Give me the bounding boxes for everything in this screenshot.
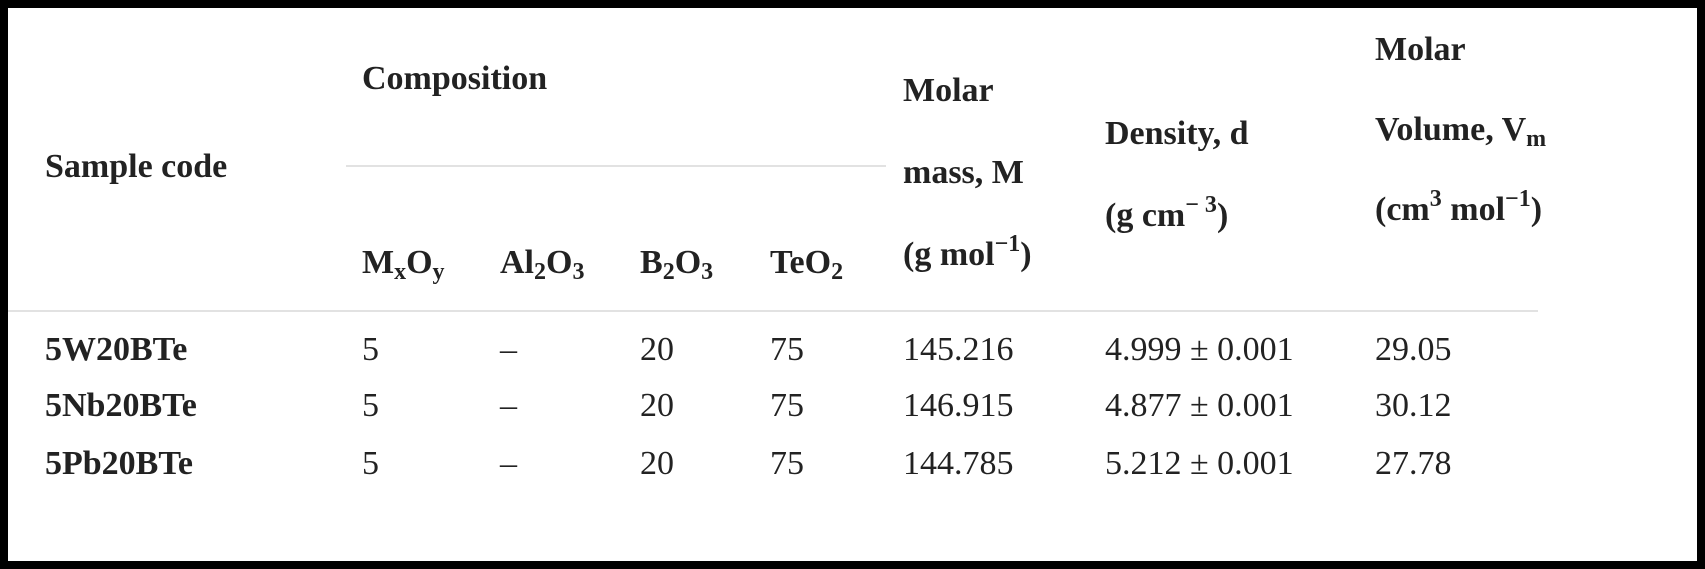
table-cell: 30.12	[1375, 387, 1452, 424]
table-cell: 4.999 ± 0.001	[1105, 331, 1294, 368]
text: Molar mass, M	[903, 72, 1024, 191]
header-molar-volume: Molar Volume, Vm (cm3 mol−1)	[1375, 10, 1550, 250]
subscript: 3	[701, 259, 714, 285]
text: M	[362, 244, 395, 281]
text: Molar Volume, V	[1375, 31, 1527, 148]
header-component: Al2O3	[500, 244, 585, 285]
header-composition: Composition	[362, 60, 548, 97]
header-component: MxOy	[362, 244, 445, 285]
table-cell: 75	[770, 445, 804, 482]
subscript: m	[1526, 126, 1547, 152]
table-cell: 5.212 ± 0.001	[1105, 445, 1294, 482]
subscript: 2	[534, 259, 546, 285]
text: TeO	[770, 244, 832, 281]
header-component: B2O3	[640, 244, 714, 285]
text: )	[1530, 191, 1543, 228]
header-component: TeO2	[770, 244, 844, 285]
table-cell: –	[500, 331, 517, 368]
subscript: y	[432, 259, 445, 285]
table-cell: 5	[362, 331, 379, 368]
text: )	[1020, 236, 1032, 273]
header-rule	[346, 165, 886, 167]
text: O	[674, 244, 702, 281]
table-cell: 75	[770, 387, 804, 424]
table-cell: 75	[770, 331, 804, 368]
table-cell: 144.785	[903, 445, 1014, 482]
superscript: −1	[1505, 186, 1531, 212]
superscript: −1	[994, 231, 1021, 257]
row-sample-code: 5Nb20BTe	[45, 387, 197, 424]
header-sample-code: Sample code	[45, 148, 228, 185]
text: )	[1216, 197, 1229, 234]
text: Density, d	[1105, 115, 1249, 152]
header-density: Density, d (g cm− 3)	[1105, 93, 1249, 257]
table-cell: 20	[640, 331, 674, 368]
table-cell: 27.78	[1375, 445, 1452, 482]
text: (g cm	[1105, 197, 1186, 234]
header-molar-mass: Molar mass, M (g mol−1)	[903, 50, 1078, 296]
text: mol	[1441, 191, 1506, 228]
table-cell: 29.05	[1375, 331, 1452, 368]
table-cell: –	[500, 445, 517, 482]
text: (g mol	[903, 236, 995, 273]
header-bottom-rule	[8, 310, 1538, 312]
text: B	[640, 244, 663, 281]
subscript: 2	[662, 259, 675, 285]
text: O	[546, 244, 573, 281]
subscript: 2	[831, 259, 844, 285]
row-sample-code: 5Pb20BTe	[45, 445, 194, 482]
table-cell: 145.216	[903, 331, 1014, 368]
table-cell: 20	[640, 445, 674, 482]
superscript: − 3	[1185, 192, 1217, 218]
table-cell: 5	[362, 445, 379, 482]
row-sample-code: 5W20BTe	[45, 331, 188, 368]
text: Al	[500, 244, 534, 281]
table-cell: 4.877 ± 0.001	[1105, 387, 1294, 424]
table-cell: 146.915	[903, 387, 1014, 424]
superscript: 3	[1429, 186, 1442, 212]
subscript: x	[394, 259, 407, 285]
text: O	[406, 244, 433, 281]
subscript: 3	[572, 259, 585, 285]
table-cell: 20	[640, 387, 674, 424]
text: (cm	[1375, 191, 1430, 228]
table-cell: –	[500, 387, 517, 424]
table-cell: 5	[362, 387, 379, 424]
